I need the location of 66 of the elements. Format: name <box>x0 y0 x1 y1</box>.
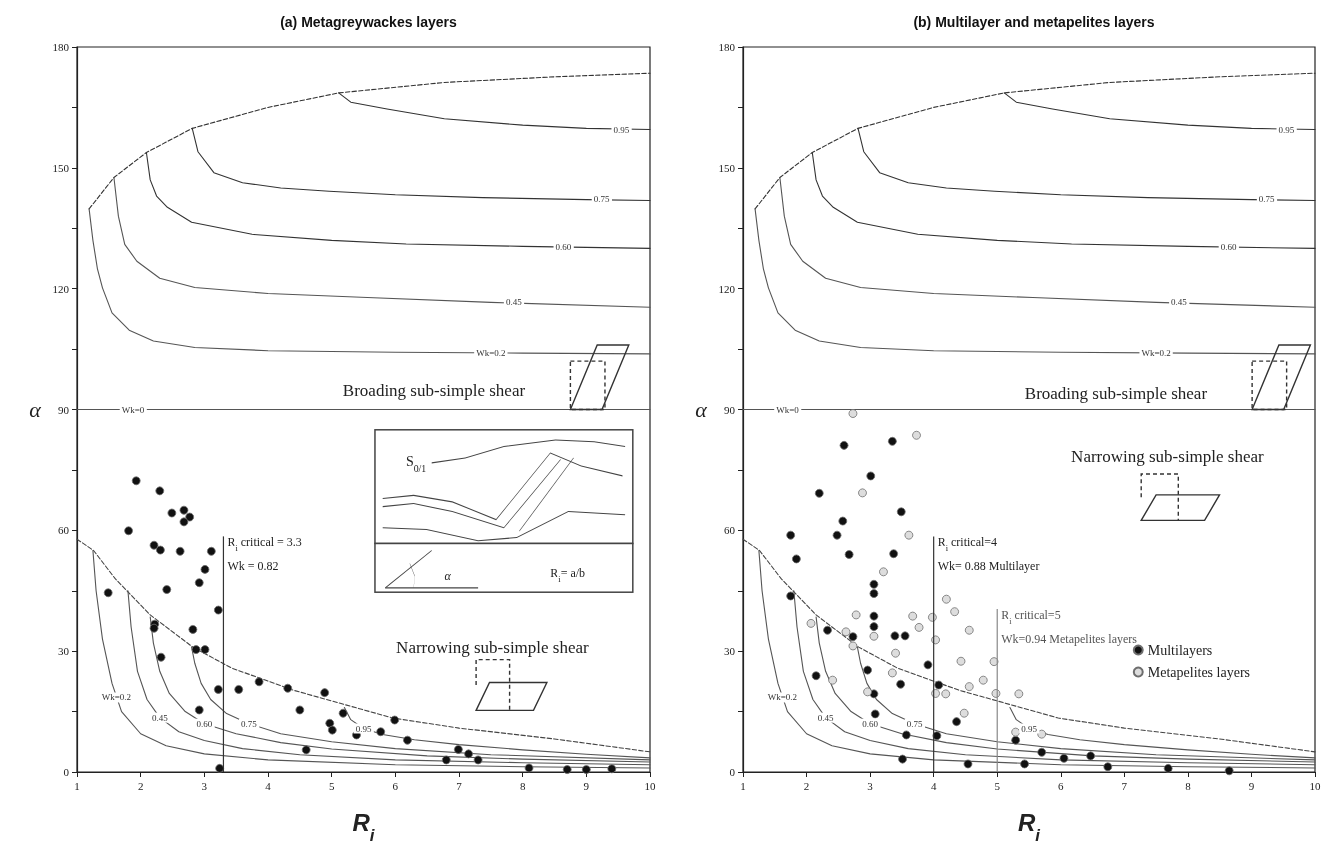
x-tick-label: 9 <box>1248 779 1255 792</box>
y-tick-label: 0 <box>63 766 70 778</box>
y-tick-label: 90 <box>724 403 736 416</box>
y-tick-label: 60 <box>724 524 736 537</box>
annotation: 0.75 <box>593 193 610 204</box>
x-tick-label: 3 <box>867 779 874 792</box>
legend-label: Multilayers <box>1147 642 1213 658</box>
x-tick-label: 4 <box>930 779 937 792</box>
x-tick-label: 10 <box>1309 779 1321 792</box>
annotation: 0.45 <box>505 297 523 308</box>
annotation: 0.45 <box>1171 297 1188 308</box>
x-tick-label: 6 <box>1058 779 1065 792</box>
x-tick-label: 10 <box>644 779 656 792</box>
y-tick-label: 60 <box>58 524 70 537</box>
annotation: α <box>444 568 452 583</box>
y-tick-label: 180 <box>718 41 736 53</box>
ref-line-label: R$_{i}$ critical = 3.3 Wk = 0.82 <box>227 535 302 574</box>
x-tick-label: 2 <box>803 779 810 792</box>
x-tick-label: 8 <box>519 779 526 792</box>
x-axis-title: R$_{i}$ <box>352 809 375 845</box>
annotation: 0.60 <box>1220 241 1237 252</box>
annotation: Broading sub-simple shear <box>342 380 526 400</box>
annotation: Narrowing sub-simple shear <box>1071 447 1265 467</box>
ref-line-label: R$_{i}$ critical=5 Wk=0.94 Metapelites layers <box>1001 607 1138 646</box>
y-tick-label: 150 <box>52 161 70 174</box>
x-tick-label: 2 <box>137 779 144 792</box>
annotation: Wk=0.2 <box>476 347 506 358</box>
annotation: R$_{i}$= a/b <box>550 565 586 584</box>
annotation: Broading sub-simple shear <box>1024 383 1208 403</box>
annotation: Wk=0.2 <box>767 692 798 703</box>
annotation: 0.95 <box>1278 124 1295 135</box>
x-tick-label: 5 <box>328 779 335 792</box>
y-axis-title: α <box>29 396 42 422</box>
x-tick-label: 1 <box>74 779 80 792</box>
annotation: Wk=0 <box>121 404 145 415</box>
x-tick-label: 9 <box>583 779 590 792</box>
x-axis-title: R$_{i}$ <box>1017 809 1041 845</box>
ref-line-label: R$_{i}$ critical=4 Wk= 0.88 Multilayer <box>937 535 1040 574</box>
annotation: Wk=0.2 <box>101 692 132 703</box>
annotation: S$_{0/1}$ <box>405 454 427 474</box>
annotation: Wk=0.2 <box>1141 347 1171 358</box>
y-tick-label: 120 <box>718 282 736 295</box>
x-tick-label: 5 <box>994 779 1001 792</box>
x-tick-label: 3 <box>201 779 208 792</box>
x-tick-label: 6 <box>392 779 399 792</box>
x-tick-label: 1 <box>740 779 746 792</box>
y-tick-label: 0 <box>729 766 736 778</box>
x-tick-label: 4 <box>265 779 272 792</box>
annotation: 0.75 <box>1258 193 1276 204</box>
y-tick-label: 30 <box>724 645 736 658</box>
y-axis-title: α <box>695 396 708 422</box>
x-tick-label: 7 <box>456 779 463 792</box>
annotation: 0.95 <box>613 124 630 135</box>
x-tick-label: 8 <box>1185 779 1192 792</box>
y-tick-label: 30 <box>58 645 70 658</box>
y-tick-label: 180 <box>52 41 70 53</box>
legend-label: Metapelites layers <box>1147 664 1251 680</box>
annotation: Wk=0 <box>776 404 800 415</box>
annotation: 0.60 <box>555 241 572 252</box>
y-tick-label: 120 <box>52 282 70 295</box>
y-tick-label: 90 <box>58 403 70 416</box>
annotation: Narrowing sub-simple shear <box>396 638 590 658</box>
chart-title: (b) Multilayer and metapelites layers <box>913 14 1155 30</box>
x-tick-label: 7 <box>1121 779 1128 792</box>
chart-title: (a) Metagreywackes layers <box>280 14 458 30</box>
y-tick-label: 150 <box>718 161 736 174</box>
